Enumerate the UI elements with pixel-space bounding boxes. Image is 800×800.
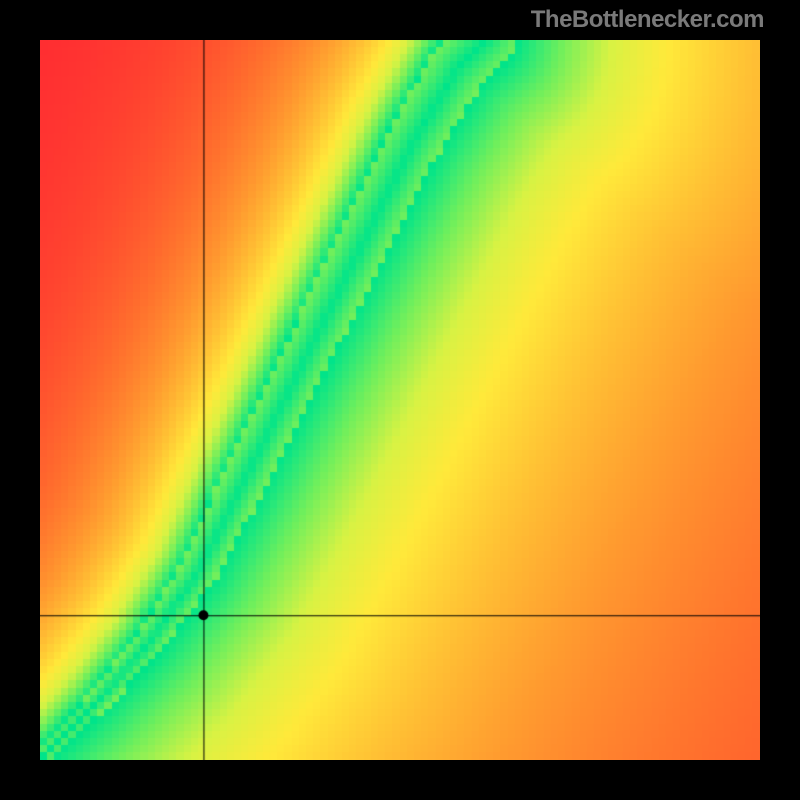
heatmap-canvas (40, 40, 760, 760)
watermark-text: TheBottlenecker.com (531, 6, 764, 34)
chart-container: TheBottlenecker.com (0, 0, 800, 800)
